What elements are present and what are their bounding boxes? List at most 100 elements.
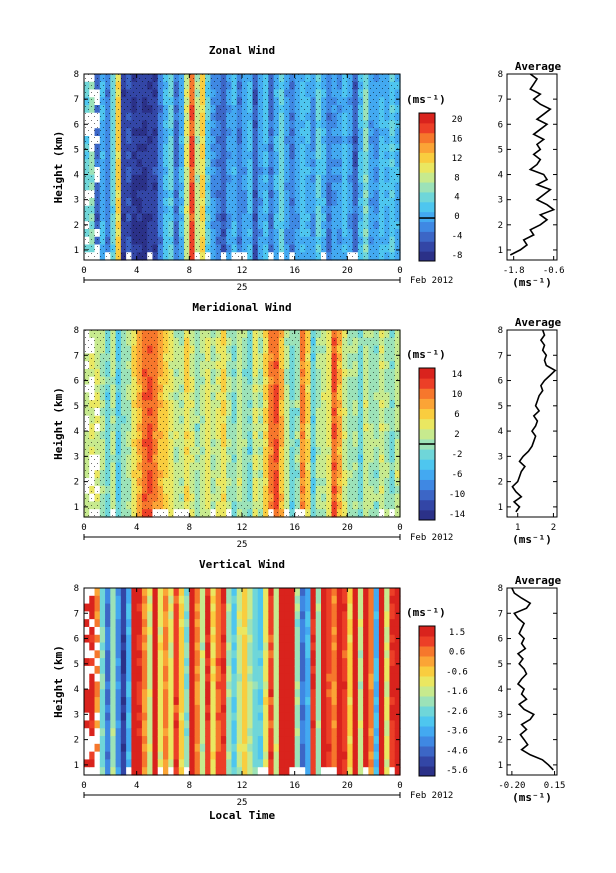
- heatmap-cell: [220, 728, 227, 737]
- heatmap-cell: [347, 751, 354, 761]
- heatmap-cell: [110, 642, 117, 651]
- heatmap-cell: [184, 603, 190, 612]
- heatmap-cell: [331, 642, 338, 651]
- heatmap-cell: [357, 595, 364, 605]
- heatmap-cell: [110, 634, 117, 644]
- heatmap-cell: [247, 681, 254, 690]
- heatmap-cell: [289, 681, 296, 690]
- heatmap-cell: [163, 665, 169, 675]
- heatmap-cell: [84, 595, 90, 605]
- heatmap-cell: [147, 665, 154, 675]
- heatmap-cell: [120, 595, 127, 605]
- heatmap-cell: [394, 759, 401, 768]
- heatmap-cell: [220, 743, 227, 753]
- heatmap-cell: [168, 673, 175, 683]
- heatmap-cell: [226, 619, 233, 628]
- x-tick-label: 8: [187, 523, 192, 533]
- colorbar-segment: [419, 696, 435, 707]
- heatmap-cell: [294, 728, 301, 737]
- heatmap-cell: [321, 697, 327, 706]
- panel-title: Vertical Wind: [199, 558, 285, 571]
- heatmap-cell: [147, 697, 154, 706]
- heatmap-cell: [252, 767, 259, 776]
- heatmap-cell: [373, 626, 380, 636]
- heatmap-cell: [278, 743, 285, 753]
- heatmap-cell: [278, 759, 285, 768]
- heatmap-cell: [136, 611, 143, 620]
- heatmap-cell: [184, 728, 190, 737]
- heatmap-cell: [384, 619, 391, 628]
- heatmap-cell: [141, 743, 148, 753]
- heatmap-cell: [242, 759, 248, 768]
- heatmap-cell: [263, 673, 269, 683]
- heatmap-cell: [336, 619, 343, 628]
- heatmap-cell: [199, 697, 206, 706]
- heatmap-cell: [215, 689, 222, 698]
- avg-y-tick-label: 3: [498, 710, 503, 720]
- heatmap-cell: [315, 595, 322, 605]
- heatmap-cell: [394, 743, 401, 753]
- heatmap-cell: [141, 720, 148, 729]
- heatmap-cell: [273, 704, 280, 714]
- heatmap-cell: [99, 650, 106, 659]
- heatmap-cell: [126, 767, 132, 776]
- heatmap-cell: [120, 681, 127, 690]
- heatmap-cell: [231, 642, 238, 651]
- heatmap-cell: [257, 712, 264, 722]
- heatmap-cell: [299, 673, 306, 683]
- heatmap-cell: [347, 642, 354, 651]
- heatmap-cell: [294, 588, 301, 597]
- heatmap-cell: [126, 751, 132, 761]
- heatmap-cell: [299, 689, 306, 698]
- heatmap-cell: [331, 704, 338, 714]
- y-tick-label: 1: [74, 761, 79, 771]
- heatmap-cell: [226, 728, 233, 737]
- colorbar-frame: [418, 112, 436, 262]
- heatmap-cell: [315, 712, 322, 722]
- heatmap-cell: [378, 728, 385, 737]
- heatmap-cell: [373, 697, 380, 706]
- heatmap-cell: [189, 704, 196, 714]
- colorbar-segment: [419, 378, 435, 389]
- x-tick-label: 8: [187, 266, 192, 276]
- heatmap-cell: [347, 673, 354, 683]
- heatmap-cell: [184, 689, 190, 698]
- heatmap-cell: [326, 689, 333, 698]
- y-tick-label: 8: [74, 326, 79, 336]
- heatmap-cell: [89, 626, 96, 636]
- heatmap-cell: [220, 681, 227, 690]
- heatmap-cell: [310, 611, 317, 620]
- x-tick-label: 0: [397, 781, 402, 791]
- heatmap-cell: [115, 728, 122, 737]
- heatmap-cell: [326, 665, 333, 675]
- heatmap-cell: [189, 634, 196, 644]
- heatmap-cell: [189, 736, 196, 745]
- heatmap-cell: [342, 728, 348, 737]
- heatmap-cell: [126, 704, 132, 714]
- heatmap-cell: [210, 767, 217, 776]
- heatmap-cell: [152, 728, 159, 737]
- heatmap-cell: [157, 642, 164, 651]
- heatmap-cell: [205, 697, 211, 706]
- heatmap-cell: [231, 673, 238, 683]
- y-tick-label: 1: [74, 503, 79, 513]
- colorbar-segment: [419, 636, 435, 647]
- heatmap-cell: [357, 751, 364, 761]
- heatmap-cell: [384, 767, 391, 776]
- heatmap-cell: [257, 658, 264, 667]
- heatmap-cell: [326, 603, 333, 612]
- heatmap-cell: [252, 626, 259, 636]
- heatmap-cell: [110, 603, 117, 612]
- heatmap-cell: [210, 634, 217, 644]
- heatmap-cell: [189, 767, 196, 776]
- heatmap-cell: [284, 588, 290, 597]
- heatmap-cell: [220, 665, 227, 675]
- heatmap-cell: [321, 681, 327, 690]
- heatmap-cell: [294, 697, 301, 706]
- heatmap-cell: [305, 650, 312, 659]
- heatmap-cell: [226, 665, 233, 675]
- heatmap-cell: [336, 743, 343, 753]
- heatmap-cell: [126, 673, 132, 683]
- colorbar-unit: (ms⁻¹): [406, 606, 446, 619]
- colorbar-tick-label: 1.5: [449, 628, 465, 638]
